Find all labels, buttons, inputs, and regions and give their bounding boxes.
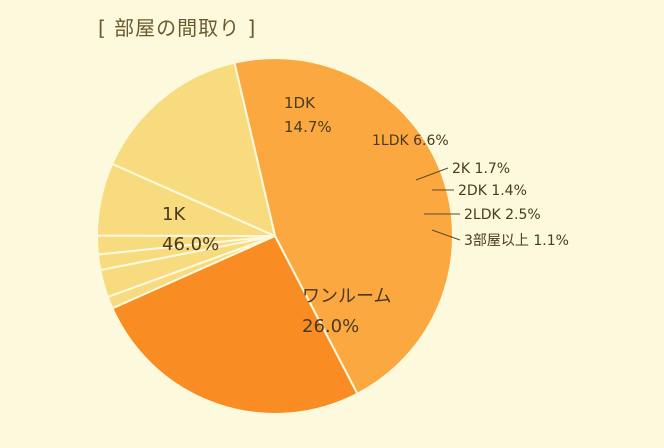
slice-label-1LDK: 1LDK 6.6% — [372, 133, 449, 149]
slice-value-1DK: 14.7% — [284, 118, 332, 136]
slice-label-1K: 1K — [162, 204, 186, 225]
pie-slice-1K — [233, 57, 454, 396]
slice-label-3部屋以上: 3部屋以上 1.1% — [464, 233, 569, 249]
slice-label-2DK: 2DK 1.4% — [458, 183, 527, 199]
slice-value-ワンルーム: 26.0% — [302, 316, 359, 337]
slice-label-ワンルーム: ワンルーム — [302, 286, 391, 307]
pie-slice-ワンルーム — [111, 234, 359, 415]
pie-slice-1DK — [110, 61, 277, 238]
slice-label-2LDK: 2LDK 2.5% — [464, 207, 541, 223]
slice-label-2K: 2K 1.7% — [452, 161, 510, 177]
slice-label-1DK: 1DK — [284, 94, 316, 112]
leader-line-2K — [415, 167, 449, 181]
leader-line-3部屋以上 — [431, 229, 461, 241]
chart-title: [ 部屋の間取り ] — [98, 16, 257, 40]
slice-value-1K: 46.0% — [162, 234, 219, 255]
